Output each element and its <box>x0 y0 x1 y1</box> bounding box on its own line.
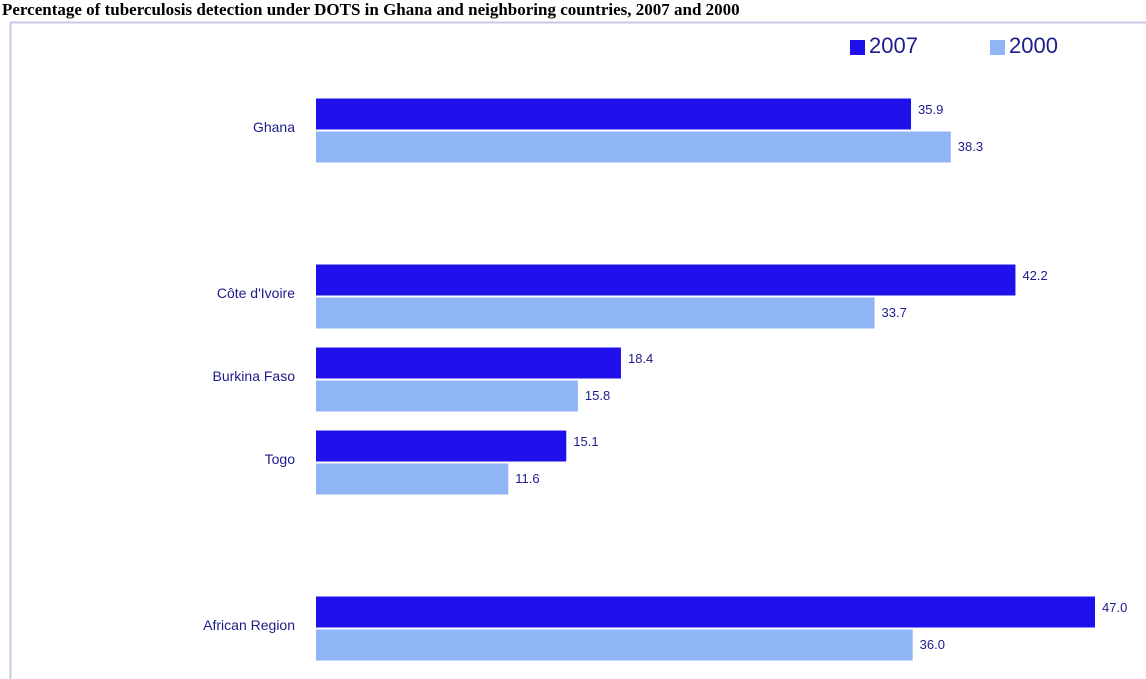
value-label: 47.0 <box>1102 600 1127 615</box>
bar <box>316 380 578 412</box>
value-label: 36.0 <box>920 637 945 652</box>
value-label: 15.8 <box>585 388 610 403</box>
bar <box>316 430 567 462</box>
category-label: Burkina Faso <box>213 368 296 384</box>
bar <box>316 98 912 130</box>
value-label: 15.1 <box>573 434 598 449</box>
category-label: Ghana <box>253 119 295 135</box>
value-label: 38.3 <box>958 139 983 154</box>
bar <box>316 131 951 163</box>
bar <box>316 264 1016 296</box>
bar <box>316 629 913 661</box>
value-label: 35.9 <box>918 102 943 117</box>
legend-label: 2007 <box>869 33 918 58</box>
legend-label: 2000 <box>1009 33 1058 58</box>
bar <box>316 463 509 495</box>
legend-swatch <box>990 40 1005 55</box>
value-label: 18.4 <box>628 351 653 366</box>
category-label: Togo <box>265 451 296 467</box>
chart-title: Percentage of tuberculosis detection und… <box>2 0 740 19</box>
bar <box>316 347 621 379</box>
value-label: 33.7 <box>882 305 907 320</box>
category-label: Côte d'Ivoire <box>217 285 295 301</box>
value-label: 11.6 <box>515 471 539 486</box>
bar <box>316 596 1095 628</box>
value-label: 42.2 <box>1022 268 1047 283</box>
bar <box>316 297 875 329</box>
category-label: African Region <box>203 617 295 633</box>
legend-swatch <box>850 40 865 55</box>
